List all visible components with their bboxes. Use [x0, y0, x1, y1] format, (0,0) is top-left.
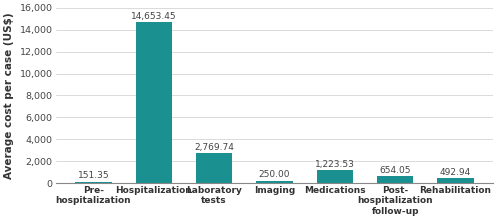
Bar	[76, 182, 112, 183]
Bar	[136, 22, 172, 183]
Text: 654.05: 654.05	[380, 166, 411, 175]
Bar	[196, 153, 232, 183]
Text: 492.94: 492.94	[440, 167, 471, 176]
Text: 250.00: 250.00	[258, 170, 290, 179]
Text: 151.35: 151.35	[78, 171, 110, 180]
Text: 14,653.45: 14,653.45	[131, 12, 176, 21]
Text: 2,769.74: 2,769.74	[194, 143, 234, 152]
Y-axis label: Average cost per case (US$): Average cost per case (US$)	[4, 12, 14, 179]
Bar	[377, 176, 413, 183]
Text: 1,223.53: 1,223.53	[315, 160, 354, 169]
Bar	[316, 170, 353, 183]
Bar	[256, 181, 292, 183]
Bar	[438, 178, 474, 183]
